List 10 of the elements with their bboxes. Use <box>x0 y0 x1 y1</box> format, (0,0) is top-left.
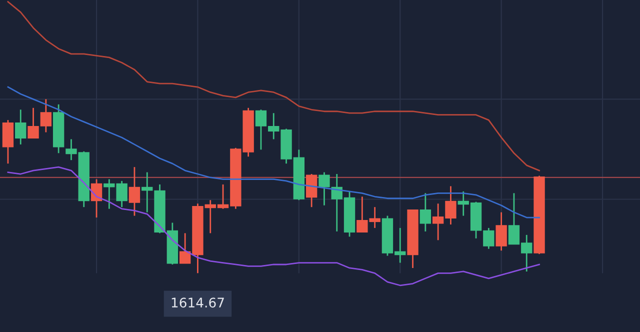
candlestick <box>2 119 14 164</box>
candlestick <box>142 172 153 213</box>
candlestick <box>15 108 26 146</box>
candlestick <box>420 192 432 232</box>
candlestick <box>128 166 140 216</box>
candlestick <box>483 227 494 250</box>
candlestick <box>496 212 507 252</box>
candlestick <box>318 172 330 206</box>
candlestick <box>306 173 318 208</box>
text: 1614.67 <box>172 298 224 308</box>
